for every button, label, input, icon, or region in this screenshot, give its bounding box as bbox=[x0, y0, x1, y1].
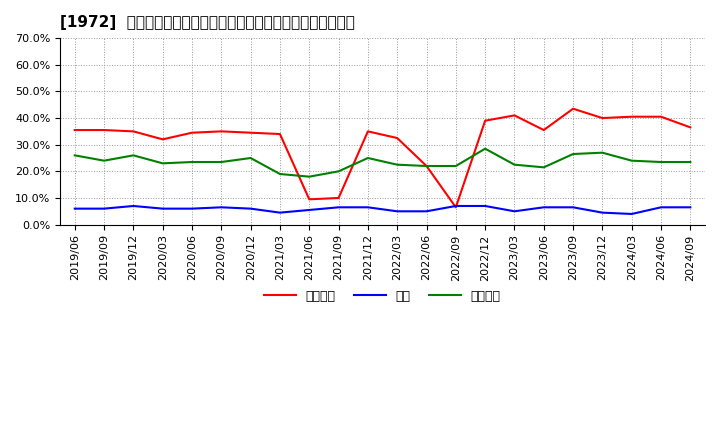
Line: 売上債権: 売上債権 bbox=[75, 109, 690, 207]
Text: [1972]  売上債権、在庫、買入債務の総資産に対する比率の推移: [1972] 売上債権、在庫、買入債務の総資産に対する比率の推移 bbox=[60, 15, 355, 30]
在庫 bbox=[539, 205, 548, 210]
Line: 買入債務: 買入債務 bbox=[75, 149, 690, 177]
買入債務 bbox=[598, 150, 607, 155]
買入債務 bbox=[246, 155, 255, 161]
売上債権 bbox=[158, 137, 167, 142]
在庫 bbox=[598, 210, 607, 215]
買入債務 bbox=[158, 161, 167, 166]
Legend: 売上債権, 在庫, 買入債務: 売上債権, 在庫, 買入債務 bbox=[259, 285, 505, 308]
売上債権 bbox=[686, 125, 695, 130]
在庫 bbox=[129, 203, 138, 209]
売上債権 bbox=[598, 115, 607, 121]
在庫 bbox=[393, 209, 402, 214]
買入債務 bbox=[188, 159, 197, 165]
売上債権 bbox=[246, 130, 255, 136]
在庫 bbox=[481, 203, 490, 209]
在庫 bbox=[686, 205, 695, 210]
買入債務 bbox=[393, 162, 402, 167]
買入債務 bbox=[657, 159, 665, 165]
売上債権 bbox=[451, 205, 460, 210]
買入債務 bbox=[569, 151, 577, 157]
買入債務 bbox=[334, 169, 343, 174]
売上債権 bbox=[100, 128, 109, 133]
売上債権 bbox=[657, 114, 665, 119]
在庫 bbox=[100, 206, 109, 211]
在庫 bbox=[276, 210, 284, 215]
売上債権 bbox=[422, 163, 431, 169]
売上債権 bbox=[217, 129, 225, 134]
在庫 bbox=[158, 206, 167, 211]
買入債務 bbox=[276, 171, 284, 176]
在庫 bbox=[364, 205, 372, 210]
買入債務 bbox=[627, 158, 636, 163]
買入債務 bbox=[129, 153, 138, 158]
売上債権 bbox=[276, 132, 284, 137]
在庫 bbox=[510, 209, 519, 214]
在庫 bbox=[305, 207, 314, 213]
売上債権 bbox=[129, 129, 138, 134]
買入債務 bbox=[71, 153, 79, 158]
在庫 bbox=[217, 205, 225, 210]
買入債務 bbox=[100, 158, 109, 163]
買入債務 bbox=[686, 159, 695, 165]
売上債権 bbox=[627, 114, 636, 119]
買入債務 bbox=[510, 162, 519, 167]
在庫 bbox=[451, 203, 460, 209]
在庫 bbox=[569, 205, 577, 210]
売上債権 bbox=[393, 136, 402, 141]
売上債権 bbox=[481, 118, 490, 123]
買入債務 bbox=[481, 146, 490, 151]
売上債権 bbox=[364, 129, 372, 134]
在庫 bbox=[71, 206, 79, 211]
買入債務 bbox=[364, 155, 372, 161]
在庫 bbox=[657, 205, 665, 210]
売上債権 bbox=[539, 128, 548, 133]
売上債権 bbox=[305, 197, 314, 202]
在庫 bbox=[188, 206, 197, 211]
在庫 bbox=[246, 206, 255, 211]
売上債権 bbox=[569, 106, 577, 111]
買入債務 bbox=[217, 159, 225, 165]
売上債権 bbox=[334, 195, 343, 201]
在庫 bbox=[627, 211, 636, 216]
売上債権 bbox=[71, 128, 79, 133]
買入債務 bbox=[451, 163, 460, 169]
買入債務 bbox=[422, 163, 431, 169]
在庫 bbox=[334, 205, 343, 210]
買入債務 bbox=[539, 165, 548, 170]
在庫 bbox=[422, 209, 431, 214]
Line: 在庫: 在庫 bbox=[75, 206, 690, 214]
売上債権 bbox=[510, 113, 519, 118]
買入債務 bbox=[305, 174, 314, 180]
売上債権 bbox=[188, 130, 197, 136]
